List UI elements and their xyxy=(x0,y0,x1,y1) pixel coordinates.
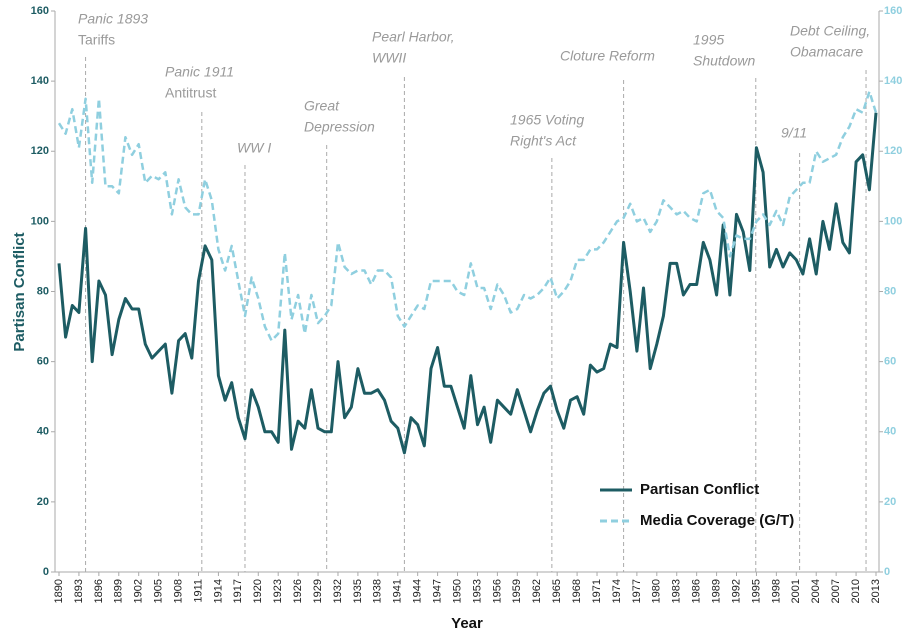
y-tick-label: 140 xyxy=(31,75,49,87)
annotation-text: 1995 xyxy=(693,32,724,48)
annotation-text: Panic 1893 xyxy=(78,11,148,27)
x-tick-label: 1989 xyxy=(710,579,722,603)
x-tick-label: 1959 xyxy=(511,579,523,603)
y2-tick-label: 0 xyxy=(884,566,890,578)
x-tick-label: 1914 xyxy=(212,579,224,603)
y-tick-label: 80 xyxy=(37,285,49,297)
x-tick-label: 1932 xyxy=(332,579,344,603)
annotation-text: Depression xyxy=(304,119,375,135)
y2-tick-label: 40 xyxy=(884,426,896,438)
annotation-text: Cloture Reform xyxy=(560,48,655,64)
x-tick-label: 1920 xyxy=(252,579,264,603)
y2-tick-label: 100 xyxy=(884,215,902,227)
annotation-text: WW I xyxy=(237,140,271,156)
x-tick-label: 1974 xyxy=(611,579,623,603)
x-tick-label: 1917 xyxy=(232,579,244,603)
y2-tick-label: 20 xyxy=(884,496,896,508)
annotation-text: 1965 Voting xyxy=(510,112,584,128)
x-tick-label: 1965 xyxy=(551,579,563,603)
y-tick-label: 160 xyxy=(31,5,49,17)
y-tick-label: 100 xyxy=(31,215,49,227)
x-tick-label: 1935 xyxy=(352,579,364,603)
x-tick-label: 1956 xyxy=(491,579,503,603)
annotation-text: Debt Ceiling, xyxy=(790,23,870,39)
x-tick-label: 1923 xyxy=(272,579,284,603)
x-tick-label: 1926 xyxy=(292,579,304,603)
x-tick-label: 1944 xyxy=(412,579,424,603)
x-tick-label: 1947 xyxy=(432,579,444,603)
y-tick-label: 0 xyxy=(43,566,49,578)
annotation-text: Tariffs xyxy=(78,32,115,48)
x-tick-label: 1899 xyxy=(113,579,125,603)
y2-tick-label: 80 xyxy=(884,285,896,297)
x-tick-label: 1929 xyxy=(312,579,324,603)
y-axis-label: Partisan Conflict xyxy=(11,232,28,351)
x-tick-label: 1983 xyxy=(671,579,683,603)
y-tick-label: 40 xyxy=(37,426,49,438)
y2-tick-label: 120 xyxy=(884,145,902,157)
y2-tick-label: 140 xyxy=(884,75,902,87)
legend-label: Partisan Conflict xyxy=(640,481,759,498)
x-tick-label: 1953 xyxy=(471,579,483,603)
x-tick-label: 1911 xyxy=(192,579,204,603)
x-tick-label: 1995 xyxy=(750,579,762,603)
annotation-text: Antitrust xyxy=(165,85,216,101)
x-tick-label: 1977 xyxy=(631,579,643,603)
annotation-text: Great xyxy=(304,98,340,114)
x-tick-label: 1902 xyxy=(133,579,145,603)
annotation-text: Panic 1911 xyxy=(165,64,234,80)
annotation-text: WWII xyxy=(372,50,406,66)
x-tick-label: 1890 xyxy=(53,579,65,603)
annotation-text: Obamacare xyxy=(790,44,863,60)
y-tick-label: 20 xyxy=(37,496,49,508)
y2-tick-label: 60 xyxy=(884,356,896,368)
x-tick-label: 2001 xyxy=(790,579,802,603)
y-tick-label: 120 xyxy=(31,145,49,157)
x-tick-label: 1998 xyxy=(770,579,782,603)
x-tick-label: 1893 xyxy=(73,579,85,603)
y2-tick-label: 160 xyxy=(884,5,902,17)
series-line xyxy=(57,90,878,342)
x-tick-label: 2007 xyxy=(830,579,842,603)
x-tick-label: 1905 xyxy=(153,579,165,603)
annotation-text: Shutdown xyxy=(693,53,755,69)
x-tick-label: 1971 xyxy=(591,579,603,603)
x-tick-label: 1908 xyxy=(172,579,184,603)
x-axis-label: Year xyxy=(451,615,483,632)
x-tick-label: 1962 xyxy=(531,579,543,603)
x-tick-label: 1980 xyxy=(651,579,663,603)
series-line xyxy=(57,112,878,455)
x-tick-label: 1938 xyxy=(372,579,384,603)
annotation-text: Right's Act xyxy=(510,133,577,149)
x-tick-label: 1941 xyxy=(392,579,404,603)
annotation-text: 9/11 xyxy=(781,125,807,141)
legend-label: Media Coverage (G/T) xyxy=(640,512,794,529)
annotation-text: Pearl Harbor, xyxy=(372,29,454,45)
x-tick-label: 1950 xyxy=(451,579,463,603)
x-tick-label: 1992 xyxy=(730,579,742,603)
x-tick-label: 1896 xyxy=(93,579,105,603)
x-tick-label: 1968 xyxy=(571,579,583,603)
x-tick-label: 2013 xyxy=(870,579,882,603)
x-tick-label: 2004 xyxy=(810,579,822,603)
x-tick-label: 1986 xyxy=(691,579,703,603)
y-tick-label: 60 xyxy=(37,356,49,368)
x-tick-label: 2010 xyxy=(850,579,862,603)
